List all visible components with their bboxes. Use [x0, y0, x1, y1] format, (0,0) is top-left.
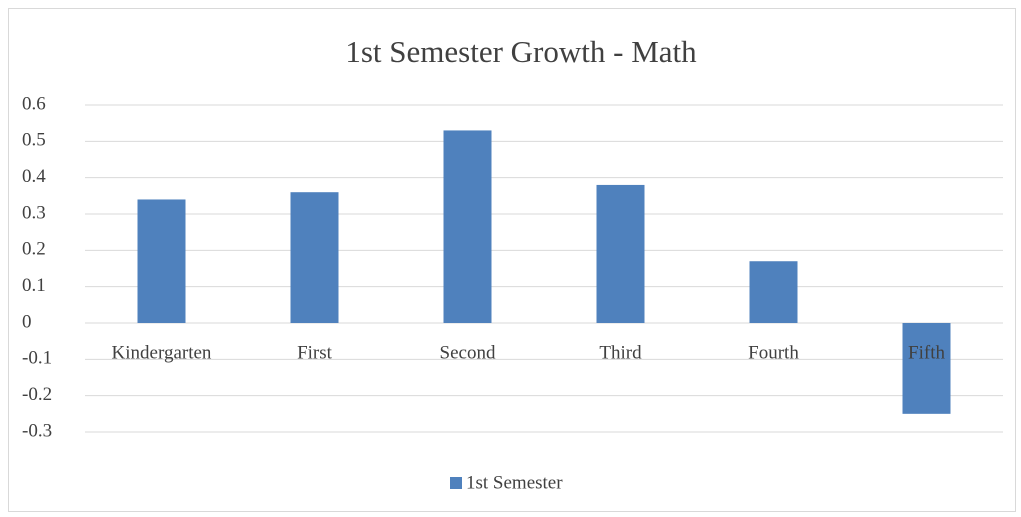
- x-tick-label: Fourth: [748, 342, 799, 363]
- y-tick-label: 0.1: [22, 275, 46, 296]
- bar: [596, 184, 645, 323]
- x-tick-label: Third: [599, 342, 642, 363]
- y-tick-label: -0.2: [22, 384, 52, 405]
- y-tick-label: 0.3: [22, 202, 46, 223]
- bar: [443, 130, 492, 323]
- x-tick-label: Second: [440, 342, 496, 363]
- y-tick-label: 0.6: [22, 93, 46, 114]
- legend-swatch: [450, 477, 462, 489]
- y-tick-label: 0: [22, 311, 32, 332]
- y-tick-label: -0.1: [22, 348, 52, 369]
- chart-title: 1st Semester Growth - Math: [345, 34, 697, 69]
- legend-label: 1st Semester: [466, 472, 563, 493]
- bar: [290, 192, 339, 323]
- bar: [137, 199, 186, 323]
- bar: [902, 323, 951, 414]
- x-tick-label: Kindergarten: [112, 342, 212, 363]
- y-tick-label: 0.5: [22, 130, 46, 151]
- bar: [749, 261, 798, 323]
- y-tick-label: 0.4: [22, 166, 46, 187]
- x-tick-label: First: [297, 342, 333, 363]
- y-tick-label: -0.3: [22, 420, 52, 441]
- y-tick-label: 0.2: [22, 239, 46, 260]
- x-tick-label: Fifth: [908, 342, 945, 363]
